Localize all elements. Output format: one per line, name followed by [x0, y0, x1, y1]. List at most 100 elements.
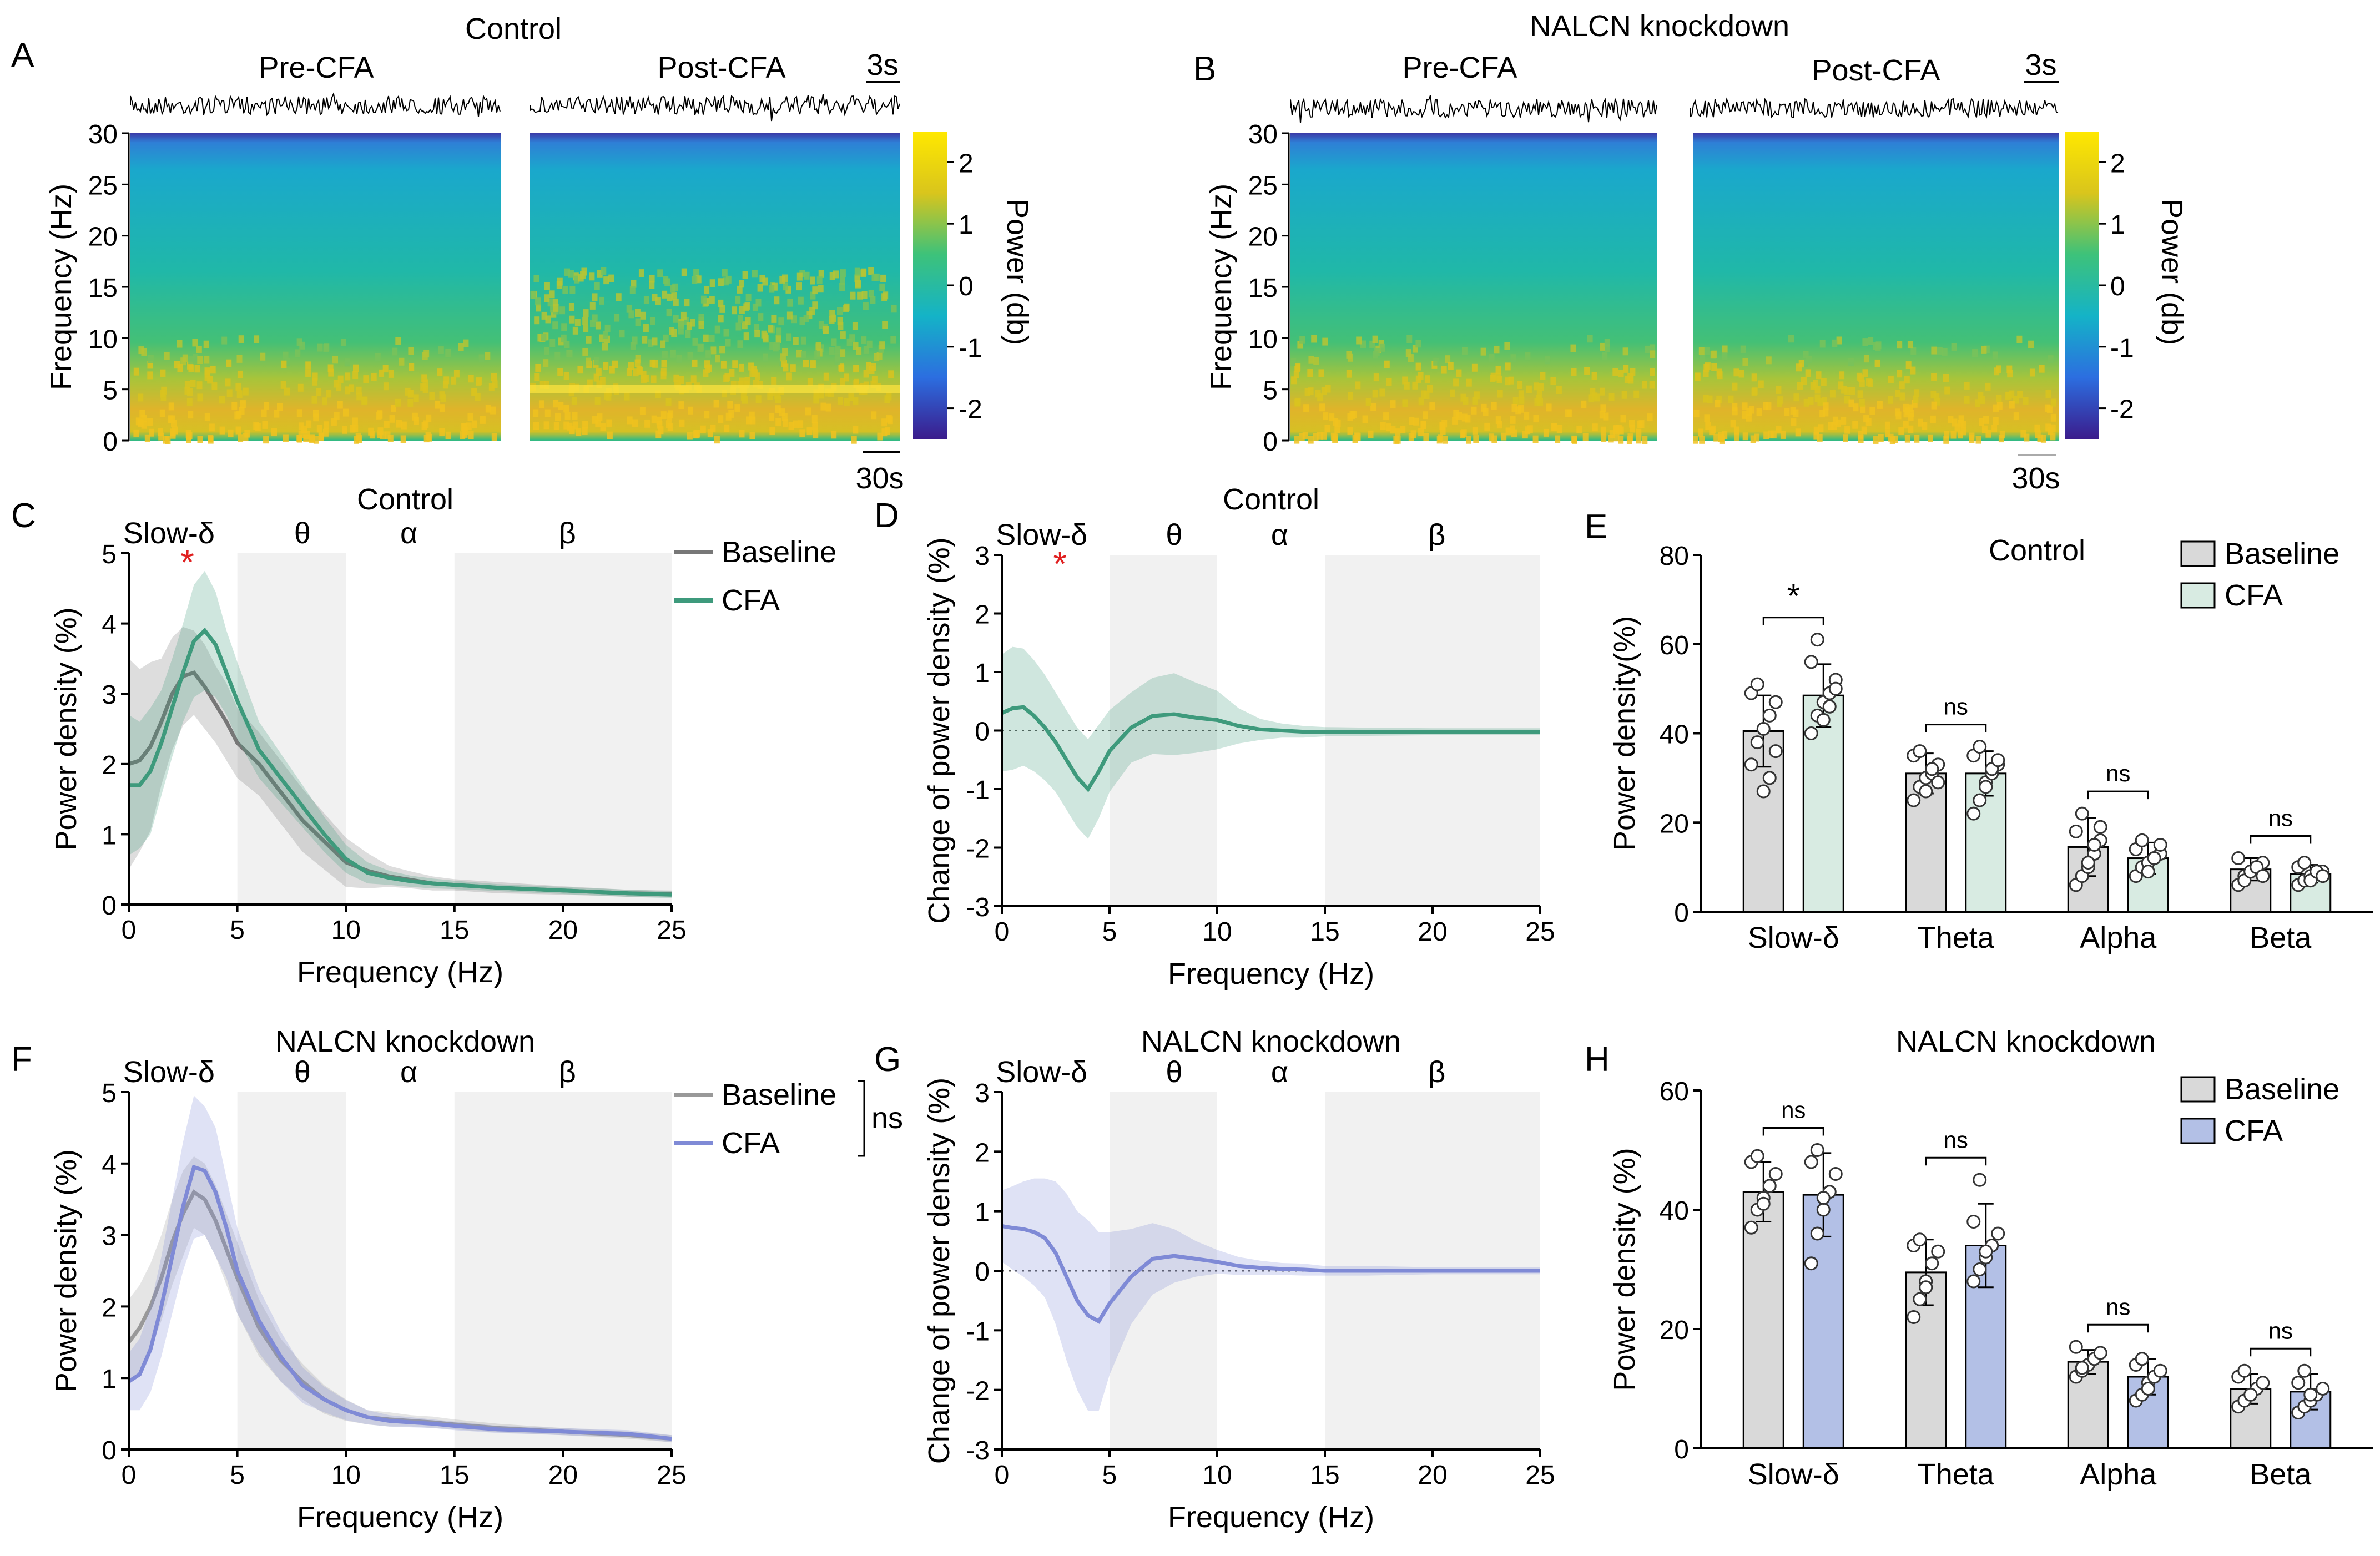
- panel-d: D Control Slow-δ θ α β -3 -2 -1 0 1 2 3 0 5 10 15 20 25 F…: [874, 483, 1555, 991]
- panel-a-time-scale: 30s: [855, 462, 904, 495]
- panel-a-spectro-texture-post: [530, 267, 900, 444]
- data-point: [1804, 1256, 1818, 1271]
- panel-letter-c: C: [11, 497, 36, 535]
- band-label: θ: [294, 517, 311, 550]
- panel-b-spectrogram-post: [1693, 133, 2059, 441]
- panel-letter-e: E: [1585, 508, 1607, 546]
- y-tick-label: 2: [102, 751, 117, 780]
- significance-bracket: [2250, 835, 2312, 844]
- series-line-cfa-baseline: [1001, 1224, 1540, 1324]
- data-point: [1919, 784, 1933, 799]
- y-tick-label: 0: [975, 1257, 990, 1287]
- band-shade: [237, 1092, 346, 1449]
- data-point: [1925, 762, 1939, 776]
- y-tick-label: 30: [1248, 120, 1278, 149]
- y-axis-label: Power density (%): [49, 607, 83, 850]
- series-band-cfa-baseline: [1002, 646, 1540, 839]
- panel-a-colorbar: [913, 132, 947, 439]
- significance-bracket: [1925, 724, 1987, 732]
- x-tick-label: 25: [1525, 917, 1555, 947]
- legend-swatch: [2180, 582, 2216, 609]
- data-point: [1966, 1274, 1981, 1289]
- data-point: [2256, 1376, 2270, 1390]
- y-tick-label: 0: [975, 718, 990, 747]
- band-label: θ: [294, 1055, 311, 1089]
- y-tick-label: -3: [966, 893, 990, 922]
- data-point: [1816, 1203, 1831, 1217]
- y-tick-label: 1: [102, 821, 117, 850]
- colorbar-tick-label: 2: [2110, 149, 2125, 178]
- colorbar-tick-label: -1: [959, 334, 982, 363]
- series-line-cfa: [129, 628, 672, 897]
- y-tick-label: -2: [966, 835, 990, 864]
- panel-letter-b: B: [1193, 50, 1216, 88]
- significance-bracket: [1762, 617, 1824, 625]
- data-point: [2087, 837, 2101, 852]
- data-point: [2231, 851, 2246, 866]
- y-tick-label: -1: [966, 776, 990, 805]
- y-axis-label: Change of power density (%): [922, 537, 956, 923]
- y-tick-label: 20: [1660, 809, 1689, 838]
- panel-g: G NALCN knockdown Slow-δ θ α β -3 -2 -1 0 1 2 3 0 5 1…: [874, 1025, 1555, 1534]
- panel-b-eeg-trace-post: [1690, 97, 2059, 119]
- y-axis-label: Power density(%): [1608, 616, 1641, 851]
- panel-c-title: Control: [357, 483, 453, 516]
- panel-b-eeg-trace-pre: [1290, 95, 1657, 123]
- data-point: [1828, 681, 1843, 696]
- data-point: [1810, 1226, 1824, 1241]
- significance-bracket: [1762, 1127, 1824, 1136]
- significance-label: ns: [2268, 805, 2293, 831]
- panel-letter-f: F: [11, 1040, 32, 1079]
- x-tick-label: 20: [1418, 917, 1447, 947]
- panel-d-title: Control: [1223, 483, 1319, 516]
- y-tick-label: 5: [102, 540, 117, 569]
- y-axis-label: Power density (%): [1608, 1148, 1641, 1391]
- panel-letter-a: A: [11, 36, 34, 74]
- band-label: β: [1428, 1055, 1445, 1089]
- x-tick-label: 25: [657, 916, 686, 945]
- data-point: [1810, 633, 1824, 647]
- band-label: β: [559, 1055, 576, 1089]
- data-point: [2075, 806, 2089, 821]
- x-tick-label: 15: [1310, 1461, 1339, 1490]
- panel-b-colorbar-label: Power (db): [2155, 199, 2189, 345]
- x-tick-label: 5: [1102, 917, 1117, 947]
- panel-c: C Control Slow-δ θ α β 0 1 2 3 4 5 0 5 10 15 20 25 Frequ…: [11, 483, 836, 989]
- band-label: α: [400, 517, 417, 550]
- data-point: [1756, 721, 1771, 736]
- y-tick-label: 3: [102, 680, 117, 710]
- legend-label: CFA: [2225, 1114, 2283, 1148]
- y-tick-label: 0: [1263, 427, 1278, 457]
- significance-label: *: [1787, 578, 1800, 615]
- data-point: [1762, 1179, 1777, 1193]
- x-tick-label: 15: [440, 916, 469, 945]
- y-tick-label: 3: [975, 542, 990, 571]
- data-point: [1966, 1215, 1981, 1229]
- y-tick-label: 60: [1660, 631, 1689, 660]
- data-point: [1973, 1262, 1987, 1276]
- data-point: [1991, 753, 2005, 767]
- band-label: α: [400, 1055, 417, 1089]
- series-band-cfa: [129, 1095, 672, 1443]
- data-point: [1907, 793, 1921, 807]
- panel-letter-d: D: [874, 497, 899, 535]
- data-point: [1925, 1256, 1939, 1271]
- y-tick-label: 2: [975, 1138, 990, 1168]
- data-point: [1750, 1149, 1764, 1163]
- y-tick-label: 40: [1660, 720, 1689, 750]
- legend-label: Baseline: [2225, 537, 2339, 570]
- legend-label: CFA: [2225, 579, 2283, 612]
- y-tick-label: 20: [88, 223, 118, 252]
- data-point: [2297, 1363, 2312, 1378]
- panel-b-subtitle-pre: Pre-CFA: [1402, 51, 1517, 84]
- x-tick-label: 5: [230, 1461, 245, 1490]
- data-point: [1979, 1244, 1993, 1259]
- x-tick-label: 15: [1310, 917, 1339, 947]
- y-tick-label: 0: [102, 891, 117, 921]
- x-tick-label: 10: [331, 916, 361, 945]
- panel-b: B NALCN knockdown Pre-CFA Post-CFA 3s 0 5…: [1193, 9, 2189, 495]
- data-point: [1768, 744, 1783, 759]
- colorbar-tick-label: 1: [2110, 210, 2125, 240]
- band-label: α: [1271, 518, 1288, 552]
- band-label: Slow-δ: [996, 518, 1087, 552]
